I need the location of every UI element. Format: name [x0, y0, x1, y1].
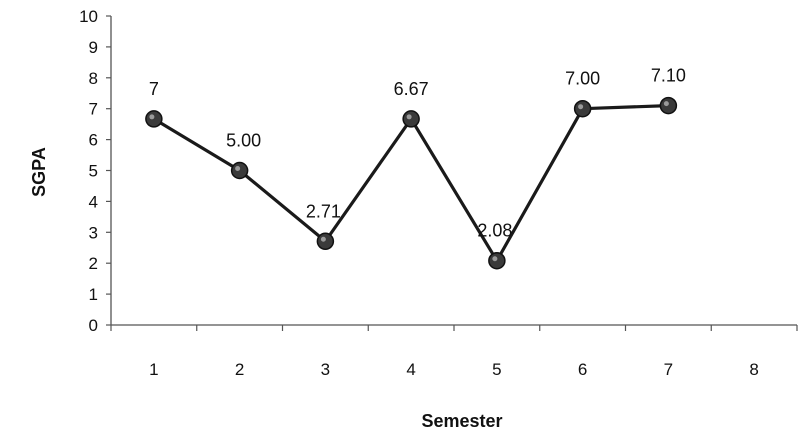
y-tick-label: 5	[89, 162, 98, 181]
data-label: 5.00	[226, 131, 261, 151]
y-tick-label: 0	[89, 316, 98, 335]
x-tick-label: 7	[664, 360, 673, 379]
y-tick-label: 4	[89, 192, 98, 211]
data-label: 2.08	[477, 221, 512, 241]
data-point-highlight	[663, 101, 669, 107]
y-tick-label: 7	[89, 100, 98, 119]
data-point-highlight	[492, 256, 498, 262]
data-point-marker	[316, 232, 335, 251]
y-axis-title: SGPA	[29, 147, 49, 197]
x-tick-label: 6	[578, 360, 587, 379]
data-point-highlight	[320, 236, 326, 242]
data-label: 2.71	[306, 201, 341, 221]
data-point-marker	[488, 251, 506, 270]
x-tick-label: 2	[235, 360, 244, 379]
y-tick-label: 1	[89, 285, 98, 304]
x-tick-label: 3	[321, 360, 330, 379]
y-tick-label: 8	[89, 69, 98, 88]
data-point-marker	[573, 99, 592, 118]
x-tick-label: 5	[492, 360, 501, 379]
data-point-marker	[659, 96, 678, 115]
series-group	[145, 96, 678, 270]
x-axis-title: Semester	[421, 411, 502, 431]
data-label: 7.00	[565, 69, 600, 89]
y-tick-label: 9	[89, 38, 98, 57]
data-point-marker	[230, 161, 249, 180]
series-line	[153, 104, 669, 263]
axes-group: 0 1 2 3 4 5 6 7 8 9 10 1 2 3 4 5 6 7 8	[79, 7, 798, 379]
data-label: 7	[149, 79, 159, 99]
y-tick-label: 3	[89, 223, 98, 242]
y-tick-label: 2	[89, 254, 98, 273]
y-tick-label: 10	[79, 7, 98, 26]
x-tick-label: 8	[749, 360, 758, 379]
data-point-highlight	[149, 114, 155, 120]
data-point-highlight	[235, 166, 241, 171]
x-tick-label: 1	[149, 360, 158, 379]
data-label: 7.10	[651, 66, 686, 86]
data-point-marker	[402, 110, 420, 128]
x-tick-label: 4	[406, 360, 415, 379]
y-tick-label: 6	[89, 131, 98, 150]
data-point-highlight	[578, 104, 584, 110]
data-point-marker	[145, 110, 163, 128]
data-label: 6.67	[394, 79, 429, 99]
data-point-highlight	[406, 114, 412, 120]
data-labels-group: 7 5.00 2.71 6.67 2.08 7.00 7.10	[149, 66, 686, 241]
